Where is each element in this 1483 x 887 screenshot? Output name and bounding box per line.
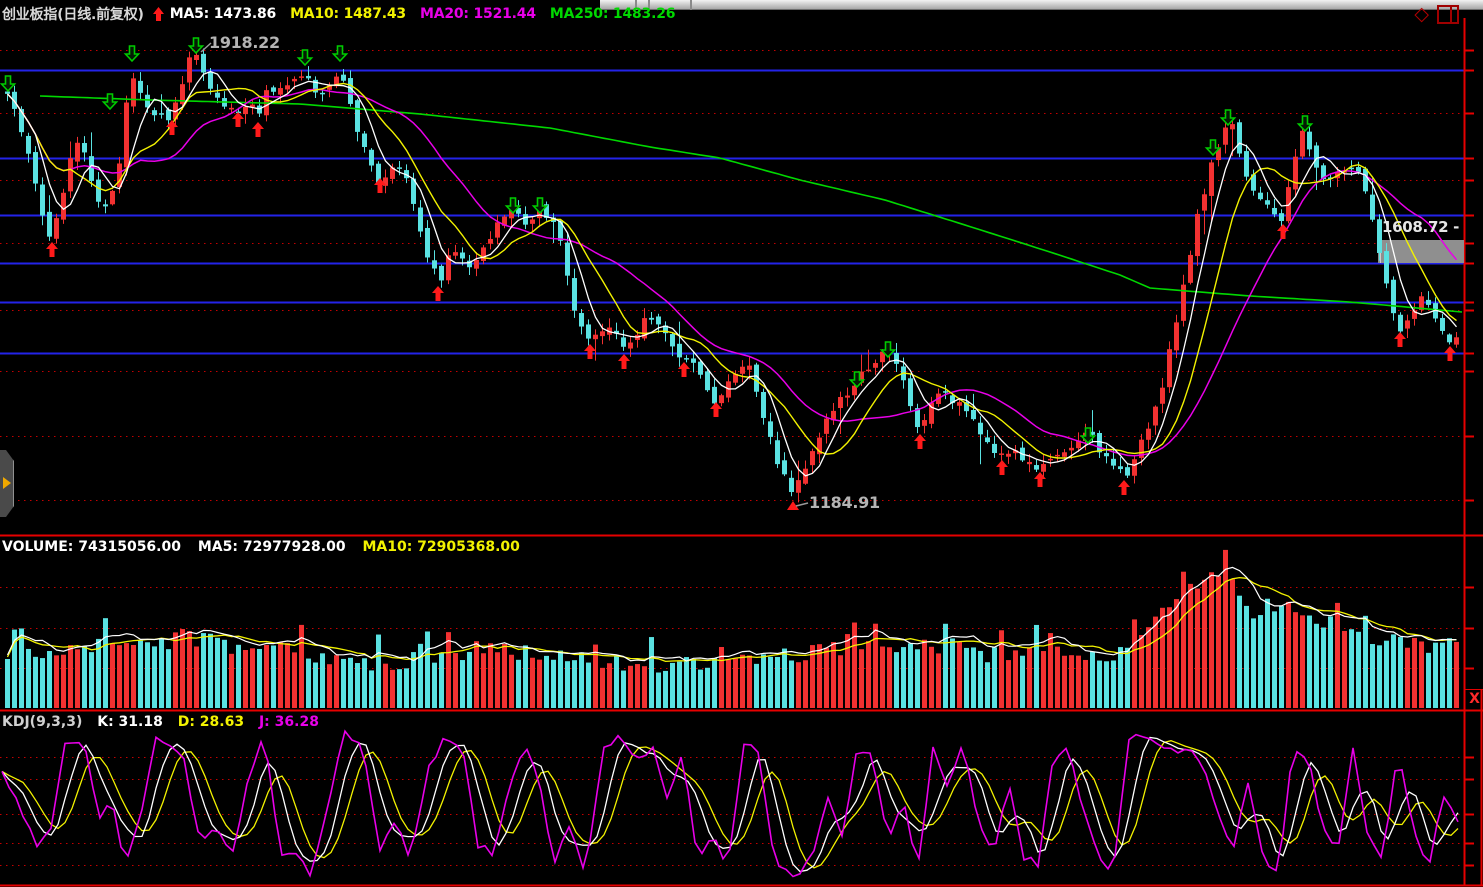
sell-signal-arrow xyxy=(1296,115,1314,133)
buy-signal-arrow xyxy=(252,122,264,137)
buy-signal-arrow xyxy=(46,242,58,257)
volume-value-label: VOLUME: 74315056.00 xyxy=(2,539,181,555)
buy-signal-arrow xyxy=(232,112,244,127)
diamond-icon[interactable]: ◇ xyxy=(1414,2,1429,25)
kdj-header: KDJ(9,3,3) K: 31.18 D: 28.63 J: 36.28 xyxy=(2,714,329,730)
sell-signal-arrow xyxy=(531,197,549,215)
sell-signal-arrow xyxy=(101,93,119,111)
buy-signal-arrow xyxy=(1277,224,1289,239)
buy-signal-arrow xyxy=(710,402,722,417)
sell-signal-arrow xyxy=(879,341,897,359)
buy-signal-arrow xyxy=(618,354,630,369)
strip-divider xyxy=(648,0,650,10)
instrument-title: 创业板指(日线.前复权) xyxy=(2,7,144,23)
volume-ma5-label: MA5: 72977928.00 xyxy=(197,539,346,555)
header-icons: ◇ xyxy=(1414,2,1459,26)
ma10-label: MA10: 1487.43 xyxy=(290,6,406,22)
kdj-d-label: D: 28.63 xyxy=(177,714,245,730)
buy-signal-arrow xyxy=(166,120,178,135)
buy-signal-arrow xyxy=(914,434,926,449)
volume-header: VOLUME: 74315056.00 MA5: 72977928.00 MA1… xyxy=(2,539,532,555)
top-window-edge xyxy=(600,0,1483,10)
buy-signal-arrow xyxy=(584,344,596,359)
buy-signal-legend-icon xyxy=(152,7,164,21)
high-price-label: 1918.22 xyxy=(209,33,280,52)
split-window-icon[interactable] xyxy=(1437,4,1459,24)
sell-signal-arrow xyxy=(1079,427,1097,445)
buy-signal-arrow xyxy=(1034,472,1046,487)
kdj-k-label: K: 31.18 xyxy=(97,714,163,730)
indicator-close-button[interactable]: X xyxy=(1469,691,1480,707)
sell-signal-arrow xyxy=(123,45,141,63)
chart-header: 创业板指(日线.前复权) MA5: 1473.86 MA10: 1487.43 … xyxy=(2,3,689,25)
kdj-title-label: KDJ(9,3,3) xyxy=(2,714,83,730)
buy-signal-arrow xyxy=(432,286,444,301)
ma250-label: MA250: 1483.26 xyxy=(549,6,676,22)
kdj-j-label: J: 36.28 xyxy=(258,714,319,730)
crosshair-price-label: 1608.72 - xyxy=(1382,218,1460,236)
sidebar-expand-tab[interactable] xyxy=(0,450,14,517)
expand-arrow-icon xyxy=(3,477,11,489)
volume-ma10-label: MA10: 72905368.00 xyxy=(362,539,520,555)
low-point-marker xyxy=(787,501,799,510)
sell-signal-arrow xyxy=(331,45,349,63)
sell-signal-arrow xyxy=(1204,139,1222,157)
strip-divider xyxy=(635,0,637,10)
sell-signal-arrow xyxy=(1219,109,1237,127)
strip-divider xyxy=(690,0,692,10)
sell-signal-arrow xyxy=(848,371,866,389)
sell-signal-arrow xyxy=(0,75,17,93)
ma20-label: MA20: 1521.44 xyxy=(419,6,536,22)
buy-signal-arrow xyxy=(1394,332,1406,347)
sell-signal-arrow xyxy=(504,197,522,215)
buy-signal-arrow xyxy=(678,362,690,377)
buy-signal-arrow xyxy=(1444,346,1456,361)
buy-signal-arrow xyxy=(996,460,1008,475)
ma5-label: MA5: 1473.86 xyxy=(169,6,277,22)
buy-signal-arrow xyxy=(1118,480,1130,495)
buy-signal-arrow xyxy=(374,178,386,193)
sell-signal-arrow xyxy=(296,49,314,67)
sell-signal-arrow xyxy=(187,37,205,55)
low-price-label: 1184.91 xyxy=(809,493,880,512)
